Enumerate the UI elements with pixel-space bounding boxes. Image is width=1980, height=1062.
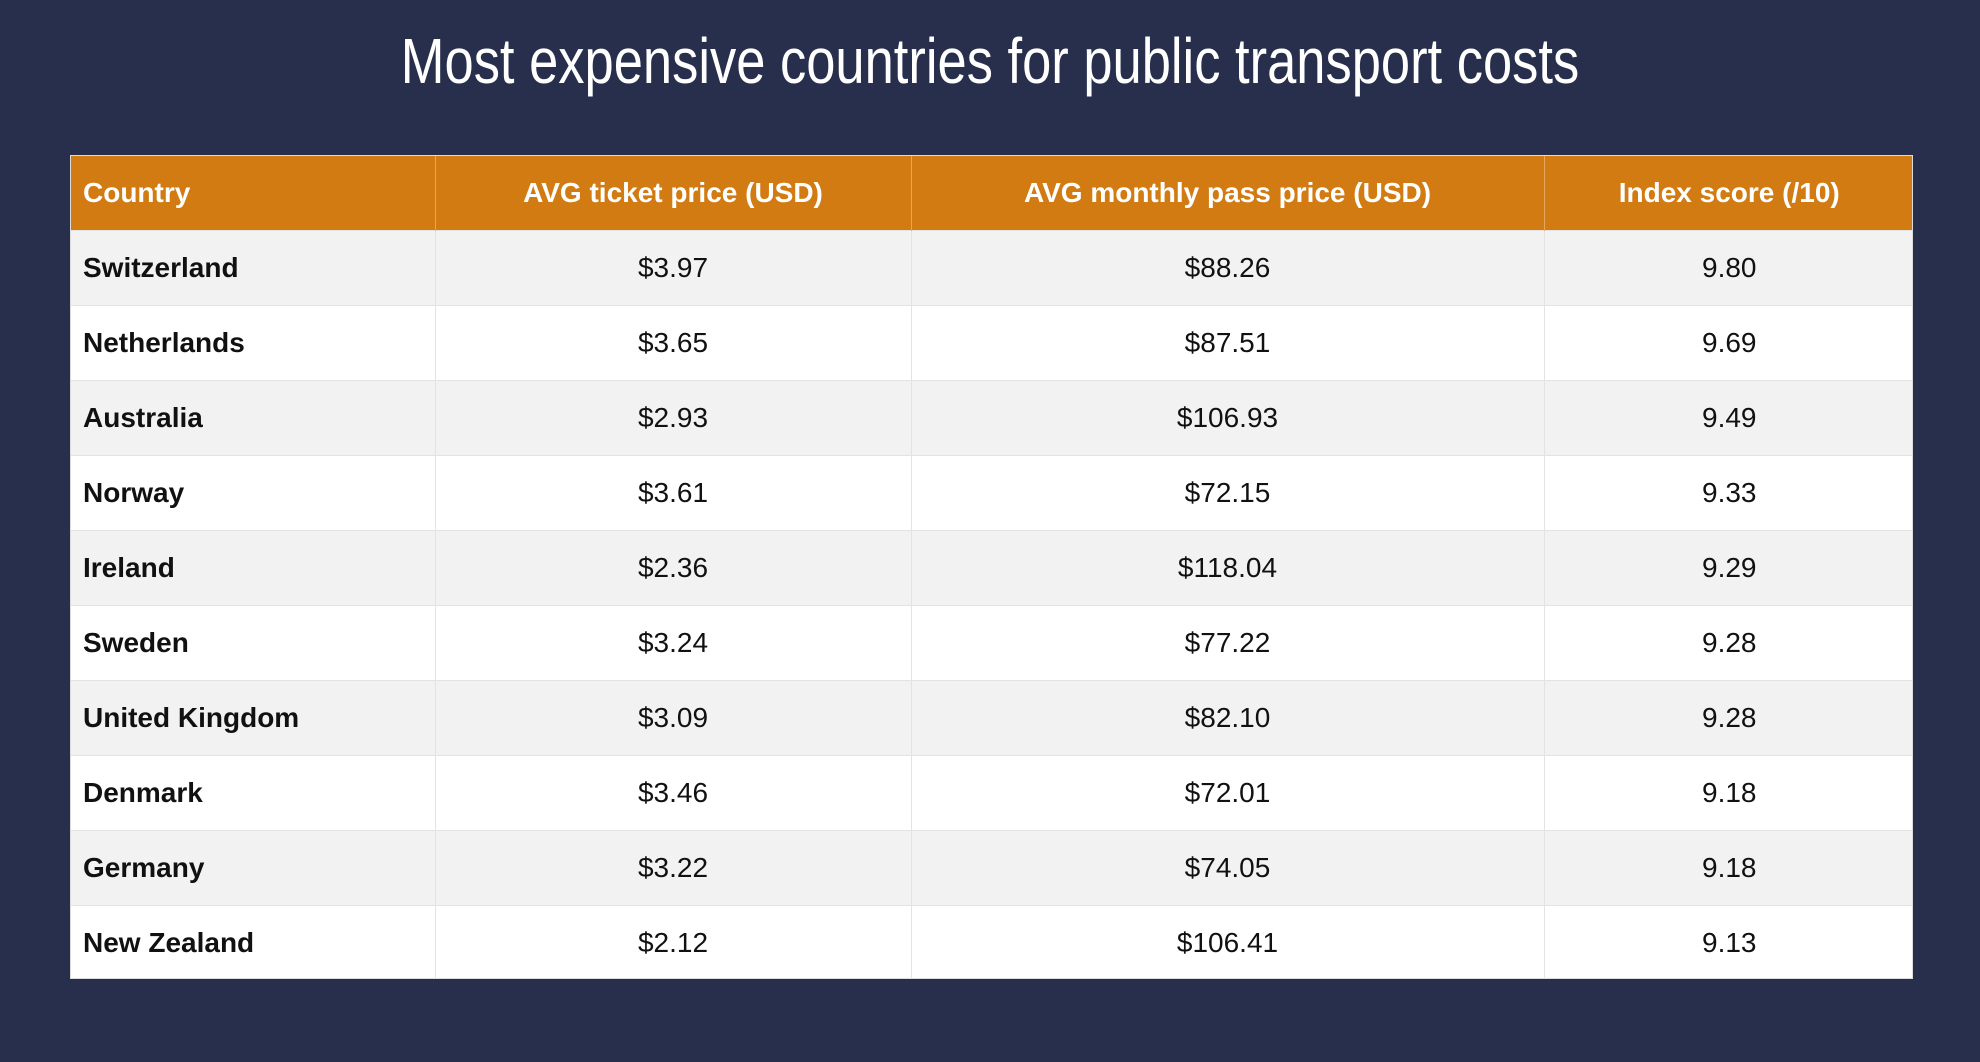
monthly-pass-cell: $106.41 [911, 905, 1545, 978]
country-cell: United Kingdom [71, 680, 436, 756]
index-score-cell: 9.18 [1544, 830, 1912, 906]
index-score-cell: 9.29 [1544, 530, 1912, 606]
index-score-cell: 9.69 [1544, 305, 1912, 381]
table-row: Denmark $3.46 $72.01 9.18 [71, 755, 1912, 831]
column-header-index-score: Index score (/10) [1544, 156, 1912, 231]
table-row: United Kingdom $3.09 $82.10 9.28 [71, 680, 1912, 756]
monthly-pass-cell: $72.01 [911, 755, 1545, 831]
country-cell: Denmark [71, 755, 436, 831]
monthly-pass-cell: $106.93 [911, 380, 1545, 456]
table-body: Switzerland $3.97 $88.26 9.80 Netherlands $3.… [71, 230, 1912, 978]
index-score-cell: 9.80 [1544, 230, 1912, 306]
column-header-country: Country [71, 156, 436, 231]
table-row: Australia $2.93 $106.93 9.49 [71, 380, 1912, 456]
table-row: Netherlands $3.65 $87.51 9.69 [71, 305, 1912, 381]
table-row: New Zealand $2.12 $106.41 9.13 [71, 905, 1912, 978]
monthly-pass-cell: $82.10 [911, 680, 1545, 756]
table-header: Country AVG ticket price (USD) AVG month… [71, 156, 1912, 231]
column-header-monthly-pass: AVG monthly pass price (USD) [911, 156, 1545, 231]
monthly-pass-cell: $88.26 [911, 230, 1545, 306]
transport-costs-table: Country AVG ticket price (USD) AVG month… [71, 156, 1912, 978]
monthly-pass-cell: $72.15 [911, 455, 1545, 531]
country-cell: Switzerland [71, 230, 436, 306]
ticket-price-cell: $2.36 [435, 530, 912, 606]
index-score-cell: 9.28 [1544, 605, 1912, 681]
data-table: Country AVG ticket price (USD) AVG month… [70, 155, 1913, 979]
header-row: Country AVG ticket price (USD) AVG month… [71, 156, 1912, 231]
ticket-price-cell: $3.97 [435, 230, 912, 306]
monthly-pass-cell: $118.04 [911, 530, 1545, 606]
country-cell: Ireland [71, 530, 436, 606]
ticket-price-cell: $2.12 [435, 905, 912, 978]
index-score-cell: 9.28 [1544, 680, 1912, 756]
country-cell: Australia [71, 380, 436, 456]
index-score-cell: 9.33 [1544, 455, 1912, 531]
index-score-cell: 9.18 [1544, 755, 1912, 831]
table-row: Ireland $2.36 $118.04 9.29 [71, 530, 1912, 606]
page-title: Most expensive countries for public tran… [400, 25, 1580, 97]
country-cell: Norway [71, 455, 436, 531]
ticket-price-cell: $3.61 [435, 455, 912, 531]
monthly-pass-cell: $87.51 [911, 305, 1545, 381]
ticket-price-cell: $2.93 [435, 380, 912, 456]
ticket-price-cell: $3.46 [435, 755, 912, 831]
country-cell: Germany [71, 830, 436, 906]
country-cell: Sweden [71, 605, 436, 681]
table-row: Switzerland $3.97 $88.26 9.80 [71, 230, 1912, 306]
ticket-price-cell: $3.09 [435, 680, 912, 756]
monthly-pass-cell: $74.05 [911, 830, 1545, 906]
index-score-cell: 9.49 [1544, 380, 1912, 456]
table-row: Germany $3.22 $74.05 9.18 [71, 830, 1912, 906]
monthly-pass-cell: $77.22 [911, 605, 1545, 681]
index-score-cell: 9.13 [1544, 905, 1912, 978]
country-cell: Netherlands [71, 305, 436, 381]
ticket-price-cell: $3.24 [435, 605, 912, 681]
table-row: Norway $3.61 $72.15 9.33 [71, 455, 1912, 531]
table-row: Sweden $3.24 $77.22 9.28 [71, 605, 1912, 681]
ticket-price-cell: $3.22 [435, 830, 912, 906]
ticket-price-cell: $3.65 [435, 305, 912, 381]
country-cell: New Zealand [71, 905, 436, 978]
column-header-ticket-price: AVG ticket price (USD) [435, 156, 912, 231]
